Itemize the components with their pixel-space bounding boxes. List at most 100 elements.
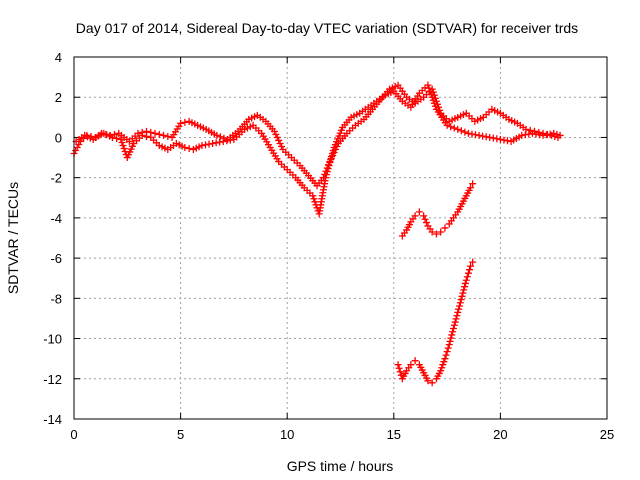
data-point: [462, 276, 470, 284]
series-arc-lower-curve: [394, 258, 477, 387]
data-point-interp: [451, 318, 459, 326]
data-point: [449, 325, 457, 332]
data-point-interp: [521, 131, 529, 139]
data-point-interp: [455, 302, 463, 310]
data-point-interp: [472, 131, 480, 139]
data-point-interp: [310, 195, 318, 203]
data-point-interp: [329, 152, 337, 160]
data-point-interp: [102, 130, 110, 138]
data-point-interp: [526, 126, 534, 134]
data-point: [407, 361, 415, 369]
data-point: [428, 85, 436, 93]
data-point-interp: [460, 286, 468, 294]
data-point: [531, 127, 539, 135]
data-point-interp: [138, 128, 146, 136]
data-point-interp: [332, 146, 340, 154]
data-point: [464, 129, 472, 137]
data-point-interp: [493, 135, 501, 143]
y-tick-label: 2: [55, 90, 62, 105]
data-point-interp: [422, 219, 430, 227]
data-point-interp: [73, 144, 81, 151]
series-arc-main-a: [70, 81, 564, 218]
data-point-interp: [438, 364, 446, 372]
data-point: [98, 129, 106, 137]
series-arc-upper-curve: [398, 180, 477, 240]
data-point: [443, 121, 451, 129]
data-point: [106, 131, 114, 139]
data-point-interp: [448, 331, 456, 339]
data-point-interp: [461, 283, 469, 291]
data-point-interp: [205, 140, 213, 148]
plot-frame: [73, 56, 608, 420]
data-point: [458, 292, 466, 300]
data-point-interp: [119, 141, 127, 149]
data-point-interp: [120, 145, 128, 153]
data-point-interp: [321, 170, 329, 178]
data-point-interp: [155, 130, 163, 138]
data-point: [522, 125, 530, 133]
data-point: [151, 129, 159, 137]
data-point-interp: [457, 127, 465, 135]
data-point-interp: [164, 132, 172, 140]
data-point-interp: [432, 97, 440, 105]
data-point: [428, 228, 436, 236]
data-point-interp: [443, 348, 451, 356]
data-point-interp: [446, 337, 454, 345]
data-point-interp: [442, 351, 450, 359]
y-tick-label: -10: [43, 332, 62, 347]
data-point: [420, 212, 428, 220]
data-points: [70, 81, 564, 387]
data-point-interp: [325, 161, 333, 169]
data-point: [309, 192, 317, 200]
data-point-interp: [459, 289, 467, 297]
y-tick-label: -12: [43, 372, 62, 387]
data-point-interp: [504, 137, 512, 145]
y-tick-label: -4: [50, 211, 62, 226]
y-tick-label: -14: [43, 412, 62, 427]
data-point: [142, 127, 150, 135]
data-point-interp: [147, 128, 155, 136]
data-point-interp: [457, 296, 465, 304]
data-point-interp: [489, 134, 497, 142]
data-point: [209, 139, 217, 147]
data-point-interp: [276, 139, 284, 147]
data-point: [518, 131, 526, 139]
data-point: [467, 184, 475, 192]
data-point: [326, 158, 334, 166]
data-point: [134, 129, 142, 137]
data-point-interp: [278, 142, 286, 150]
series-arc-main-b: [72, 81, 562, 190]
data-point-interp: [323, 164, 331, 172]
data-point: [270, 127, 278, 135]
data-point: [411, 212, 419, 220]
grid-lines: [74, 57, 607, 419]
data-point: [437, 228, 445, 236]
data-point-interp: [216, 133, 224, 141]
data-point: [469, 258, 477, 266]
data-point: [496, 135, 504, 143]
data-point-interp: [440, 358, 448, 366]
data-point-interp: [439, 361, 447, 369]
data-point-interp: [463, 273, 471, 281]
x-tick-label: 15: [387, 427, 401, 442]
data-point-interp: [461, 279, 469, 287]
data-point-interp: [322, 167, 330, 175]
data-point: [454, 125, 462, 133]
data-point-interp: [311, 198, 319, 206]
data-point: [428, 379, 436, 387]
data-point-interp: [111, 130, 119, 138]
y-axis-label: SDTVAR / TECUs: [5, 182, 21, 294]
data-point-interp: [447, 334, 455, 342]
data-point-interp: [450, 124, 458, 132]
data-point-interp: [113, 134, 121, 142]
data-point: [445, 341, 453, 349]
data-point: [160, 131, 168, 139]
y-tick-label: -8: [50, 291, 62, 306]
data-point: [424, 81, 432, 89]
data-point: [411, 357, 419, 365]
data-point-interp: [421, 215, 429, 223]
x-tick-label: 0: [70, 427, 77, 442]
data-point-interp: [479, 132, 487, 140]
data-point-interp: [465, 266, 473, 274]
data-point-interp: [455, 305, 463, 313]
